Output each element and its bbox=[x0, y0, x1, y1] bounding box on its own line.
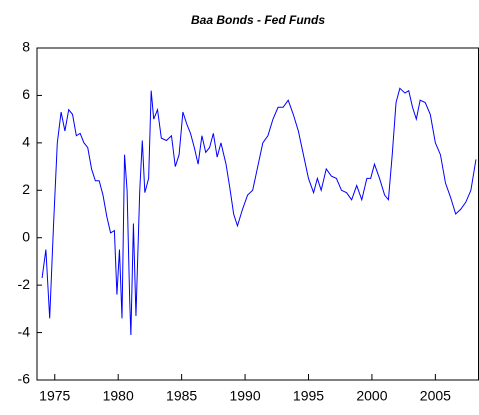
x-tick-label: 1985 bbox=[166, 388, 197, 404]
y-tick-label: 8 bbox=[22, 39, 30, 55]
x-tick-label: 1990 bbox=[229, 388, 260, 404]
x-tick-label: 1980 bbox=[103, 388, 134, 404]
x-tick-label: 1995 bbox=[293, 388, 324, 404]
y-tick-label: 6 bbox=[22, 86, 30, 102]
y-tick-label: 2 bbox=[22, 181, 30, 197]
chart-title: Baa Bonds - Fed Funds bbox=[191, 13, 325, 27]
x-tick-label: 1975 bbox=[39, 388, 70, 404]
x-tick-label: 2005 bbox=[420, 388, 451, 404]
y-tick-label: 0 bbox=[22, 228, 30, 244]
plot-frame bbox=[36, 47, 479, 381]
data-line bbox=[41, 87, 477, 335]
y-tick-label: 4 bbox=[22, 134, 30, 150]
y-tick-label: -6 bbox=[18, 371, 31, 387]
y-tick-label: -4 bbox=[18, 323, 31, 339]
x-tick-label: 2000 bbox=[356, 388, 387, 404]
y-tick-label: -2 bbox=[18, 276, 31, 292]
